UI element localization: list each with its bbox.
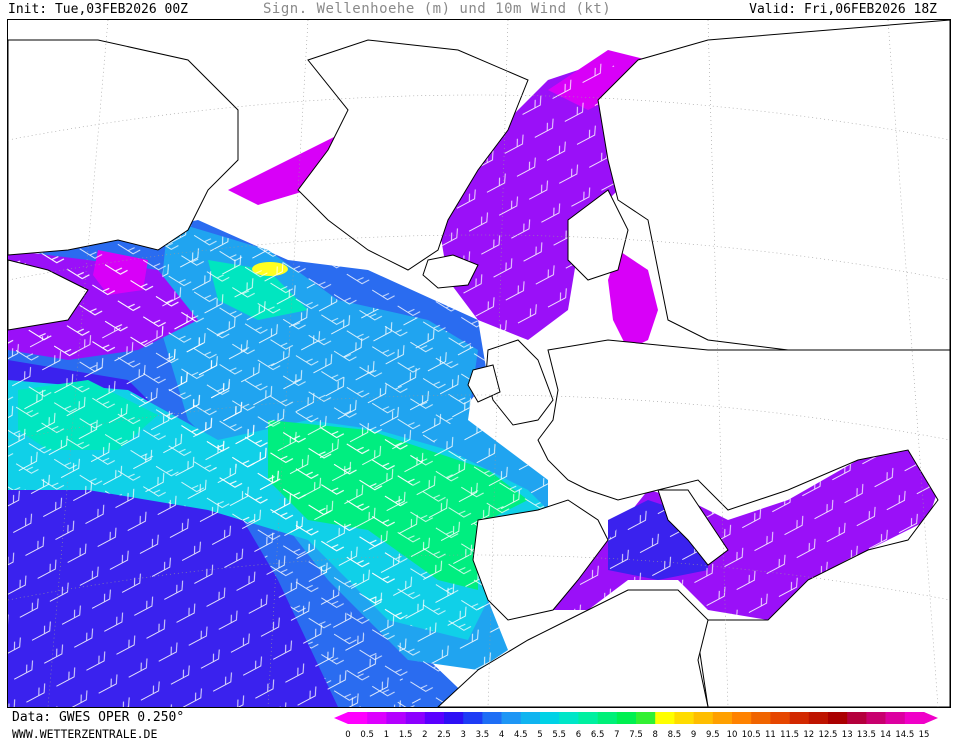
- graticule: [8, 20, 950, 707]
- land-north-america: [8, 39, 239, 256]
- legend-label: 6: [576, 730, 581, 739]
- legend-label: 11.5: [780, 730, 799, 739]
- land-north-africa: [437, 589, 709, 707]
- legend-swatch: [751, 712, 771, 724]
- legend-swatch: [578, 712, 598, 724]
- legend-swatch: [482, 712, 502, 724]
- legend-label: 9: [691, 730, 696, 739]
- valid-time: Valid: Fri,06FEB2026 18Z: [749, 2, 937, 17]
- legend-swatch: [636, 712, 656, 724]
- header-bar: Init: Tue,03FEB2026 00Z Sign. Wellenhoeh…: [0, 0, 959, 20]
- sea-baltic: [608, 250, 658, 350]
- legend-label: 1: [384, 730, 389, 739]
- legend-label: 10: [727, 730, 738, 739]
- legend-label: 7: [614, 730, 619, 739]
- legend-label: 3.5: [476, 730, 490, 739]
- legend-label: 0: [345, 730, 350, 739]
- land-iceland: [422, 254, 479, 289]
- legend-label: 13: [842, 730, 853, 739]
- legend-swatch: [847, 712, 867, 724]
- legend-swatch: [616, 712, 637, 724]
- legend-label: 0.5: [360, 730, 374, 739]
- legend-label: 8.5: [668, 730, 682, 739]
- legend-label: 10.5: [742, 730, 761, 739]
- legend-label: 15: [919, 730, 930, 739]
- land-norway-south: [567, 189, 629, 281]
- legend-swatch: [367, 712, 387, 724]
- wind-barbs: [8, 60, 938, 707]
- legend-swatch: [520, 712, 541, 724]
- legend-label: 12.5: [819, 730, 838, 739]
- legend-label: 3: [460, 730, 465, 739]
- legend-swatch: [405, 712, 426, 724]
- legend-swatch: [770, 712, 790, 724]
- legend-swatch: [501, 712, 522, 724]
- legend-label: 5: [537, 730, 542, 739]
- legend-swatch: [866, 712, 886, 724]
- land-iberia: [472, 499, 609, 621]
- color-legend: 0 0.5 1 1.5 2 2.5 3 3.5 4 4.5 5 5.5 6 6.5 7 7.5 8 8.5 9 9.5…: [334, 712, 938, 739]
- legend-swatch: [444, 712, 464, 724]
- legend-label: 14.5: [895, 730, 914, 739]
- site-url[interactable]: WWW.WETTERZENTRALE.DE: [12, 727, 158, 741]
- legend-label: 4.5: [514, 730, 528, 739]
- legend-swatch: [597, 712, 618, 724]
- legend-swatch: [885, 712, 906, 724]
- legend-arrow-high: [924, 712, 938, 724]
- legend-swatch: [712, 712, 733, 724]
- legend-label: 9.5: [706, 730, 720, 739]
- legend-label: 12: [803, 730, 814, 739]
- legend-label: 2.5: [437, 730, 451, 739]
- map-title: Sign. Wellenhoehe (m) und 10m Wind (kt): [263, 1, 612, 17]
- legend-label: 1.5: [399, 730, 413, 739]
- legend-label: 5.5: [552, 730, 566, 739]
- legend-arrow-low: [334, 712, 348, 724]
- init-time: Init: Tue,03FEB2026 00Z: [8, 2, 189, 17]
- legend-swatch: [463, 712, 483, 724]
- land-greenland: [297, 39, 529, 271]
- land-italy: [657, 489, 729, 566]
- legend-swatch: [693, 712, 714, 724]
- legend-label: 11: [765, 730, 776, 739]
- land-masses: [8, 20, 950, 707]
- legend-swatch: [386, 712, 406, 724]
- legend-label: 4: [499, 730, 504, 739]
- land-europe: [537, 339, 950, 707]
- map-canvas: [8, 20, 950, 707]
- legend-swatch: [732, 712, 752, 724]
- legend-swatch: [828, 712, 848, 724]
- wave-height-map[interactable]: [7, 19, 951, 708]
- footer-bar: Data: GWES OPER 0.250° WWW.WETTERZENTRAL…: [0, 708, 959, 741]
- legend-label: 7.5: [629, 730, 643, 739]
- legend-label: 14: [880, 730, 891, 739]
- legend-label: 8: [652, 730, 657, 739]
- legend-swatch: [789, 712, 810, 724]
- legend-label: 6.5: [591, 730, 605, 739]
- legend-swatch: [424, 712, 445, 724]
- legend-label: 2: [422, 730, 427, 739]
- legend-swatch: [655, 712, 675, 724]
- data-source: Data: GWES OPER 0.250°: [12, 710, 185, 725]
- legend-label: 13.5: [857, 730, 876, 739]
- land-canada-east: [8, 259, 89, 331]
- legend-swatch: [808, 712, 829, 724]
- legend-swatch: [674, 712, 694, 724]
- land-scandinavia: [597, 20, 950, 361]
- legend-swatch: [904, 712, 925, 724]
- legend-swatch: [348, 712, 368, 724]
- legend-swatch: [559, 712, 579, 724]
- legend-swatch: [540, 712, 560, 724]
- land-ireland: [467, 364, 501, 403]
